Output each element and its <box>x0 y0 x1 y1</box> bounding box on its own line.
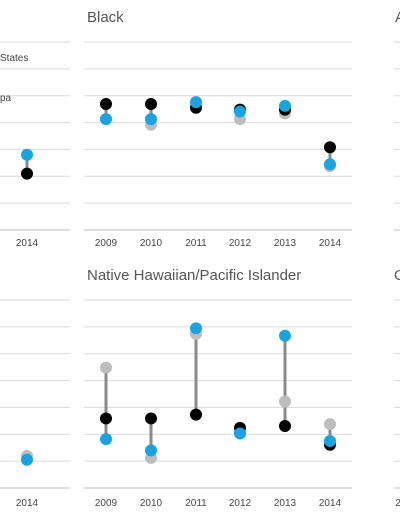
panel-title: Black <box>87 9 124 26</box>
black-dot <box>100 98 112 111</box>
x-tick-label: 2014 <box>16 238 39 249</box>
blue-dot <box>234 105 246 118</box>
blue-dot <box>234 427 246 440</box>
x-tick-label: 2012 <box>229 238 252 249</box>
blue-dot <box>324 158 336 171</box>
x-tick-label: 2013 <box>274 238 297 249</box>
black-dot <box>145 98 157 111</box>
x-tick-label: 2014 <box>319 498 342 509</box>
x-tick-label: 2012 <box>229 498 252 509</box>
x-tick-label: 2010 <box>140 498 163 509</box>
legend-entry-pa: pa <box>0 93 12 104</box>
black-dot <box>324 141 336 154</box>
black-dot <box>21 167 33 180</box>
black-dot <box>190 408 202 421</box>
blue-dot <box>190 96 202 109</box>
x-tick-label: 2009 <box>95 498 118 509</box>
legend-entry-states: States <box>0 53 28 64</box>
x-tick-label: 2011 <box>185 498 207 509</box>
gray-dot <box>279 395 291 408</box>
panel-title: Native Hawaiian/Pacific Islander <box>87 267 301 284</box>
labels-layer: 2014 Black 2009 2010 2011 2012 2013 2014 A 2014 Na… <box>0 9 400 509</box>
x-tick-label: 2010 <box>140 238 163 249</box>
x-tick-label: 2011 <box>185 238 207 249</box>
gray-dot <box>324 418 336 431</box>
black-dot <box>100 412 112 425</box>
blue-dot <box>279 99 291 112</box>
blue-dot <box>145 113 157 126</box>
panel-title: O <box>394 267 400 284</box>
blue-dot <box>279 329 291 342</box>
x-tick-label: 2 <box>395 498 400 509</box>
blue-dot <box>21 148 33 161</box>
blue-dot <box>324 435 336 447</box>
blue-dot <box>21 453 33 466</box>
blue-dot <box>145 444 157 457</box>
blue-dot <box>100 113 112 126</box>
black-dot <box>145 412 157 425</box>
panel-title: A <box>395 9 400 26</box>
x-tick-label: 2013 <box>274 498 297 509</box>
blue-dot <box>190 322 202 335</box>
grid-layer <box>0 41 400 489</box>
dots-layer <box>21 96 336 466</box>
black-dot <box>279 419 291 432</box>
gray-dot <box>100 361 112 374</box>
x-tick-label: 2014 <box>319 238 342 249</box>
blue-dot <box>100 433 112 446</box>
x-tick-label: 2014 <box>16 498 39 509</box>
x-tick-label: 2009 <box>95 238 118 249</box>
